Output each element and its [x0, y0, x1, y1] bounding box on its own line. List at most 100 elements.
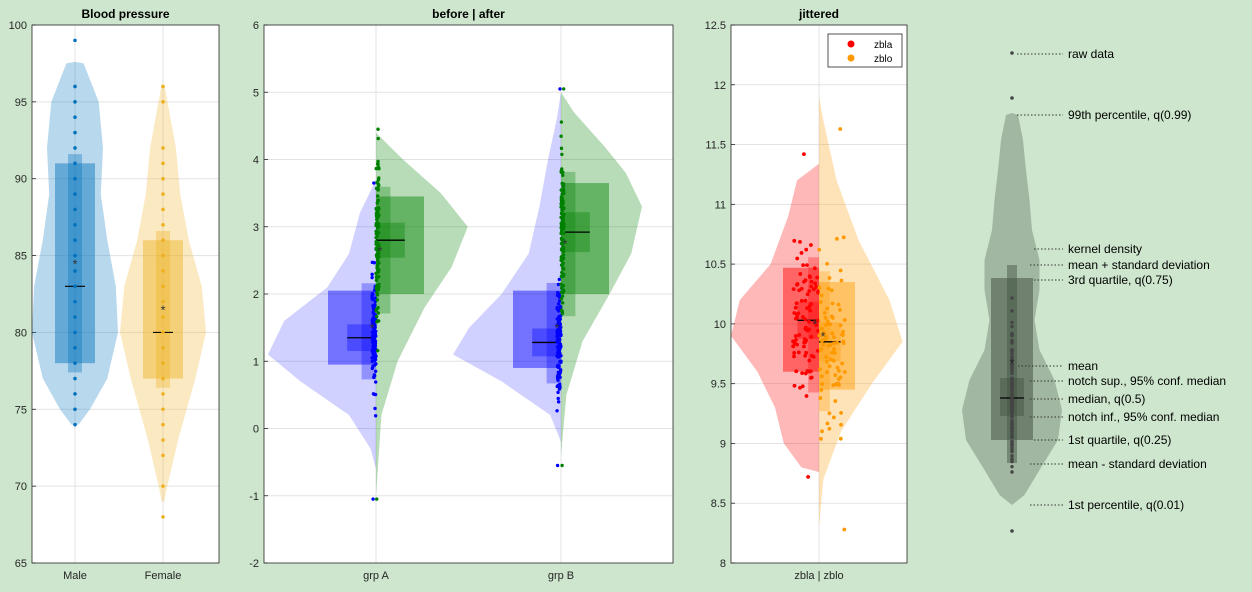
raw-data-point — [1010, 454, 1014, 458]
raw-data-point — [562, 272, 566, 277]
raw-data-point — [818, 367, 822, 372]
mean-marker: * — [377, 243, 382, 258]
y-tick-label: 2 — [253, 289, 259, 301]
raw-data-point — [373, 369, 378, 373]
raw-data-point — [556, 374, 560, 379]
mean-marker: * — [72, 256, 77, 271]
raw-data-point — [161, 376, 165, 381]
raw-data-point — [161, 392, 165, 396]
raw-data-point — [802, 344, 806, 349]
raw-data-point — [822, 310, 827, 315]
raw-data-point — [376, 199, 380, 203]
box-iqr — [561, 183, 609, 294]
annotation-label: mean - standard deviation — [1068, 457, 1207, 471]
raw-data-point — [375, 298, 379, 302]
y-tick-label: 75 — [15, 404, 27, 416]
chart-title: jittered — [798, 7, 839, 21]
raw-data-point — [372, 330, 376, 334]
raw-data-point — [161, 361, 165, 365]
raw-data-point — [835, 365, 840, 370]
raw-data-point — [376, 162, 380, 167]
y-tick-label: 85 — [15, 251, 27, 263]
raw-data-point — [1010, 333, 1014, 338]
raw-data-point — [561, 247, 566, 251]
raw-data-point — [559, 314, 563, 318]
mean-marker: * — [562, 237, 567, 252]
y-tick-label: 95 — [15, 97, 27, 109]
raw-data-point — [836, 302, 841, 307]
raw-data-point — [809, 334, 814, 339]
raw-data-point — [376, 251, 381, 256]
raw-data-point — [1010, 51, 1014, 55]
raw-data-point — [822, 330, 826, 335]
raw-data-point — [841, 341, 846, 346]
raw-data-point — [73, 330, 77, 335]
raw-data-point — [799, 299, 804, 303]
y-tick-label: 0 — [253, 424, 259, 436]
x-tick-label: grp B — [548, 570, 574, 582]
raw-data-point — [372, 392, 377, 397]
y-tick-label: 12 — [714, 80, 726, 92]
raw-data-point — [824, 322, 828, 327]
raw-data-point — [560, 294, 565, 298]
raw-data-point — [559, 255, 564, 259]
x-tick-label: grp A — [363, 570, 389, 582]
violin-male — [32, 61, 118, 425]
raw-data-point — [1010, 367, 1014, 371]
raw-data-point — [558, 368, 563, 372]
raw-data-point — [818, 300, 823, 304]
raw-data-point — [376, 166, 380, 170]
raw-data-point — [161, 346, 165, 350]
raw-data-point — [559, 215, 563, 220]
raw-data-point — [557, 318, 561, 322]
y-tick-label: 6 — [253, 20, 259, 32]
y-tick-label: 90 — [15, 174, 27, 186]
raw-data-point — [560, 167, 564, 171]
annotation-label: 1st percentile, q(0.01) — [1068, 498, 1184, 512]
raw-data-point — [1010, 440, 1014, 444]
raw-data-point — [1010, 470, 1014, 474]
raw-data-point — [373, 414, 378, 418]
raw-data-point — [804, 350, 809, 355]
raw-data-point — [161, 407, 165, 412]
raw-data-point — [372, 318, 376, 323]
raw-data-point — [832, 350, 837, 355]
annotation-label: 99th percentile, q(0.99) — [1068, 108, 1191, 122]
raw-data-point — [817, 247, 822, 252]
raw-data-point — [1010, 443, 1014, 447]
raw-data-point — [556, 282, 561, 287]
y-tick-label: 8 — [720, 558, 726, 570]
raw-data-point — [371, 344, 375, 348]
y-tick-label: 11 — [715, 199, 726, 211]
raw-data-point — [807, 358, 812, 363]
raw-data-point — [802, 340, 807, 345]
raw-data-point — [819, 374, 824, 379]
raw-data-point — [840, 333, 845, 338]
raw-data-point — [815, 275, 820, 280]
raw-data-point — [73, 238, 77, 242]
raw-data-point — [1010, 362, 1014, 366]
raw-data-point — [374, 242, 379, 246]
raw-data-point — [802, 152, 806, 157]
raw-data-point — [1010, 392, 1014, 397]
raw-data-point — [838, 307, 842, 312]
raw-data-point — [374, 223, 378, 228]
y-tick-label: 100 — [9, 20, 27, 32]
raw-data-point — [798, 240, 802, 244]
raw-data-point — [560, 309, 564, 313]
raw-data-point — [805, 263, 809, 268]
panel-jittered: 8 8.5 9 9.5 10 10.5 11 11.5 12 12.5 ** zbla | zblo j… — [705, 7, 908, 582]
axes-border — [730, 24, 908, 564]
raw-data-point — [560, 270, 564, 275]
raw-data-point — [374, 271, 378, 276]
raw-data-point — [73, 115, 77, 120]
box-iqr — [328, 290, 376, 365]
raw-data-point — [1010, 402, 1014, 407]
raw-data-point — [1010, 421, 1014, 425]
annotation-label: notch sup., 95% conf. median — [1068, 374, 1226, 388]
blood-pressure-plot-area — [32, 25, 219, 563]
box-iqr — [55, 163, 95, 364]
raw-data-point — [559, 120, 564, 124]
raw-data-point — [561, 219, 565, 223]
